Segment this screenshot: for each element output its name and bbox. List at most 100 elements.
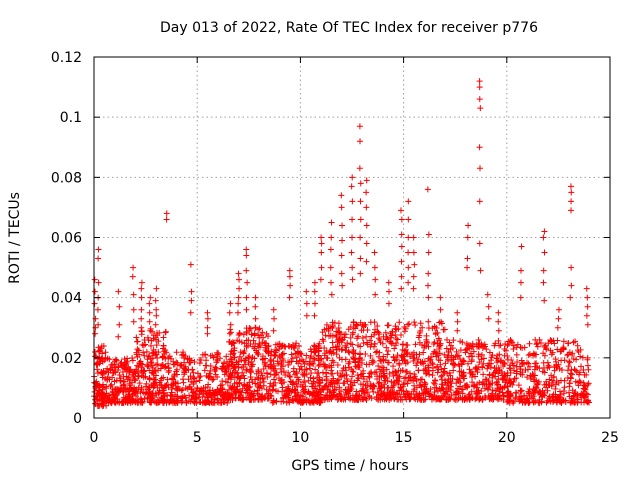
data-point: [245, 337, 252, 344]
data-point: [420, 349, 427, 356]
data-point: [194, 370, 201, 377]
data-point: [568, 371, 575, 378]
data-point: [121, 365, 128, 372]
data-point: [235, 294, 242, 301]
data-point: [352, 359, 359, 366]
data-point: [255, 382, 262, 389]
data-point: [419, 324, 426, 331]
data-point: [124, 386, 131, 393]
data-point: [385, 359, 392, 366]
data-point: [196, 374, 203, 381]
data-point: [231, 369, 238, 376]
data-point: [271, 372, 278, 379]
data-point: [252, 303, 259, 310]
data-point: [236, 276, 243, 283]
data-point: [561, 357, 568, 364]
data-point: [207, 390, 214, 397]
data-point: [540, 350, 547, 357]
data-point: [243, 306, 250, 313]
data-point: [180, 379, 187, 386]
x-tick-label: 0: [90, 430, 99, 446]
data-point: [419, 390, 426, 397]
data-point: [408, 391, 415, 398]
data-point: [270, 365, 277, 372]
data-point: [400, 353, 407, 360]
data-point: [357, 180, 364, 187]
data-point: [99, 374, 106, 381]
data-point: [476, 144, 483, 151]
data-point: [256, 340, 263, 347]
data-point: [484, 291, 491, 298]
data-point: [146, 352, 153, 359]
data-point: [458, 386, 465, 393]
data-point: [138, 331, 145, 338]
data-point: [518, 357, 525, 364]
data-point: [140, 342, 147, 349]
data-point: [424, 339, 431, 346]
data-point: [218, 399, 225, 406]
data-point: [198, 387, 205, 394]
data-point: [137, 358, 144, 365]
data-point: [162, 328, 169, 335]
data-point: [267, 380, 274, 387]
data-point: [425, 249, 432, 256]
data-point: [147, 294, 154, 301]
data-point: [307, 374, 314, 381]
data-point: [503, 347, 510, 354]
data-point: [336, 384, 343, 391]
data-point: [549, 349, 556, 356]
data-point: [398, 285, 405, 292]
data-point: [441, 351, 448, 358]
data-point: [129, 391, 136, 398]
data-point: [303, 300, 310, 307]
data-point: [350, 355, 357, 362]
data-point: [388, 332, 395, 339]
data-point: [572, 338, 579, 345]
data-point: [401, 375, 408, 382]
data-point: [285, 362, 292, 369]
data-point: [144, 363, 151, 370]
data-point: [133, 351, 140, 358]
data-point: [270, 382, 277, 389]
data-point: [448, 380, 455, 387]
data-point: [273, 387, 280, 394]
data-point: [322, 392, 329, 399]
data-point: [508, 378, 515, 385]
data-point: [121, 385, 128, 392]
data-point: [398, 243, 405, 250]
data-point: [319, 385, 326, 392]
data-point: [568, 366, 575, 373]
data-point: [271, 352, 278, 359]
data-point: [197, 373, 204, 380]
data-point: [444, 370, 451, 377]
data-point: [507, 365, 514, 372]
data-point: [432, 330, 439, 337]
data-point: [363, 177, 370, 184]
data-point: [359, 334, 366, 341]
data-point: [163, 216, 170, 223]
data-point: [436, 350, 443, 357]
data-point: [379, 340, 386, 347]
data-point: [328, 219, 335, 226]
data-point: [411, 355, 418, 362]
x-tick-label: 10: [291, 430, 309, 446]
data-point: [167, 392, 174, 399]
data-point: [409, 377, 416, 384]
data-point: [130, 291, 137, 298]
data-point: [399, 383, 406, 390]
data-point: [493, 365, 500, 372]
data-point: [280, 368, 287, 375]
data-point: [230, 347, 237, 354]
data-point: [112, 368, 119, 375]
data-point: [492, 387, 499, 394]
data-point: [504, 389, 511, 396]
data-point: [495, 309, 502, 316]
data-point: [239, 385, 246, 392]
data-point: [494, 359, 501, 366]
data-point: [405, 234, 412, 241]
data-point: [494, 378, 501, 385]
data-point: [444, 336, 451, 343]
data-point: [342, 367, 349, 374]
data-point: [389, 340, 396, 347]
